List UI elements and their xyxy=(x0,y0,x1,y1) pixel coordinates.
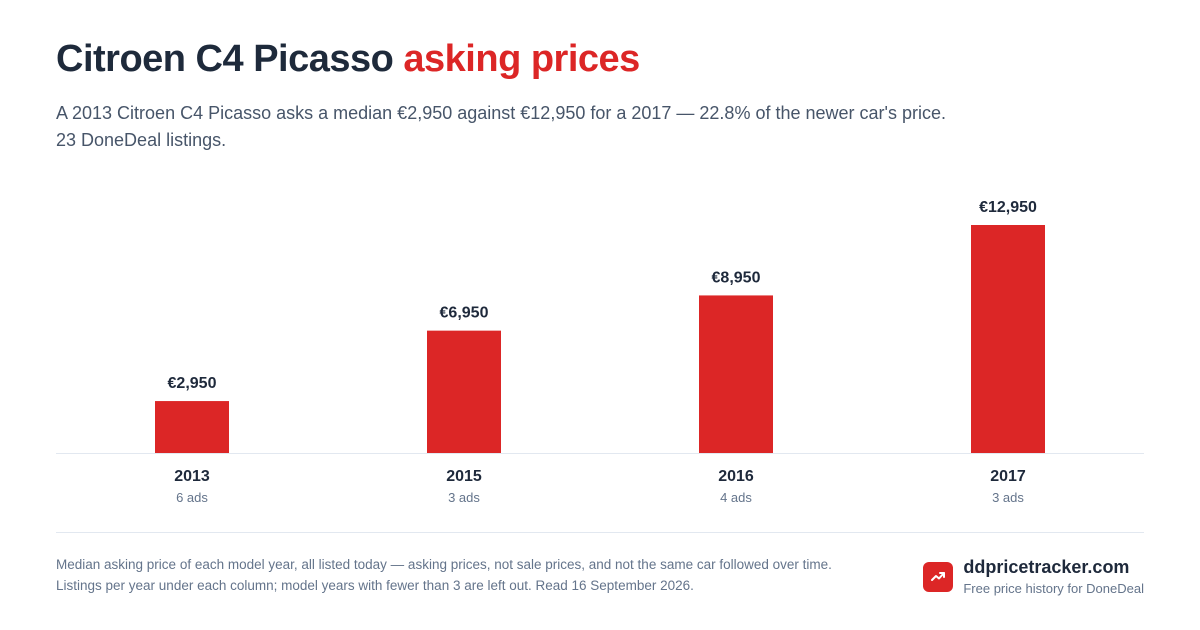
divider xyxy=(56,532,1144,533)
trending-up-glyph xyxy=(931,572,946,581)
subtitle-line-1: A 2013 Citroen C4 Picasso asks a median … xyxy=(56,103,946,123)
category-label: 2013 xyxy=(174,468,210,485)
bar-value-label: €2,950 xyxy=(168,375,217,392)
title-main: Citroen C4 Picasso xyxy=(56,38,394,80)
bar-2017 xyxy=(971,225,1045,453)
category-ad-count: 3 ads xyxy=(448,490,480,505)
brand-name: ddpricetracker.com xyxy=(963,557,1130,577)
bar-2013 xyxy=(155,401,229,453)
brand-tagline: Free price history for DoneDeal xyxy=(963,581,1144,596)
category-label: 2016 xyxy=(718,468,754,485)
brand-text: ddpricetracker.com Free price history fo… xyxy=(963,556,1144,598)
bar-value-label: €8,950 xyxy=(712,269,761,286)
category-ad-count: 4 ads xyxy=(720,490,752,505)
bar-chart: €2,950 2013 6 ads €6,950 2015 3 ads €8,950 2016… xyxy=(56,199,1144,505)
title-accent: asking prices xyxy=(403,38,640,80)
subtitle: A 2013 Citroen C4 Picasso asks a median … xyxy=(56,100,1056,154)
bar-2016 xyxy=(699,295,773,453)
bar-value-label: €12,950 xyxy=(979,199,1037,216)
bar-2015 xyxy=(427,330,501,453)
subtitle-line-2: 23 DoneDeal listings. xyxy=(56,130,227,150)
brand: ddpricetracker.com Free price history fo… xyxy=(923,556,1144,598)
page-title: Citroen C4 Picasso asking prices xyxy=(56,38,640,81)
category-ad-count: 3 ads xyxy=(992,490,1024,505)
bar-value-label: €6,950 xyxy=(440,305,489,322)
trending-up-icon xyxy=(923,562,954,592)
category-ad-count: 6 ads xyxy=(176,490,208,505)
footnote: Median asking price of each model year, … xyxy=(56,557,832,593)
category-label: 2015 xyxy=(446,468,482,485)
category-label: 2017 xyxy=(990,468,1026,485)
